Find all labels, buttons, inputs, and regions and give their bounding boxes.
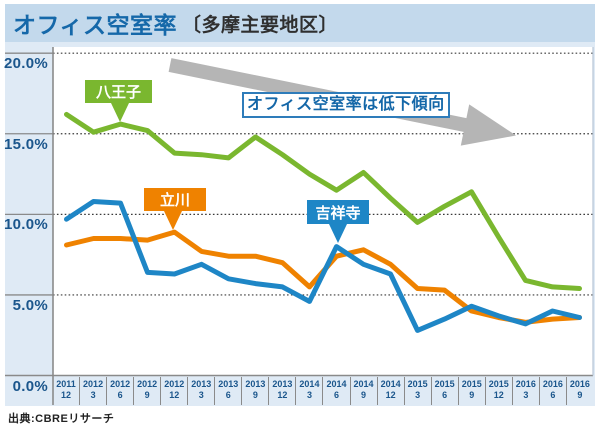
series-label-tachikawa-text: 立川 bbox=[159, 192, 190, 209]
page-title: オフィス空室率 bbox=[13, 12, 178, 38]
page-subtitle: 〔多摩主要地区〕 bbox=[182, 14, 339, 36]
series-label-kichijoji-text: 吉祥寺 bbox=[315, 204, 361, 222]
series-label-kichijoji: 吉祥寺 bbox=[307, 200, 369, 243]
callout-pointer-icon bbox=[164, 211, 182, 230]
title-bar: オフィス空室率 〔多摩主要地区〕 bbox=[5, 4, 595, 42]
series-label-hachioji: 八王子 bbox=[85, 80, 152, 122]
series-label-tachikawa: 立川 bbox=[144, 188, 206, 230]
series-label-hachioji-text: 八王子 bbox=[95, 84, 141, 101]
callout-pointer-icon bbox=[329, 224, 347, 243]
trend-annotation: オフィス空室率は低下傾向 bbox=[242, 92, 450, 118]
callout-pointer-icon bbox=[111, 103, 129, 122]
source-note: 出典:CBREリサーチ bbox=[8, 413, 115, 425]
